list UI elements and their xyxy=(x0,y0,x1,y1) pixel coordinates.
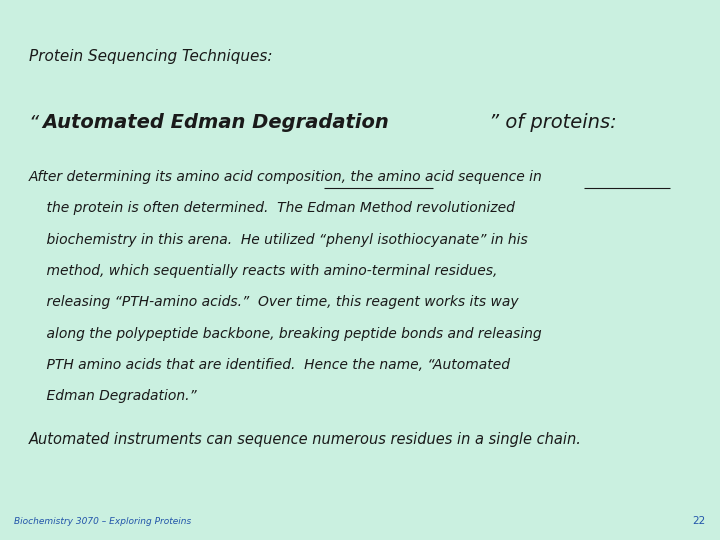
Text: 22: 22 xyxy=(693,516,706,526)
Text: Automated Edman Degradation: Automated Edman Degradation xyxy=(42,113,389,132)
Text: the protein is often determined.  The Edman Method revolutionized: the protein is often determined. The Edm… xyxy=(29,201,515,215)
Text: Edman Degradation.”: Edman Degradation.” xyxy=(29,389,197,403)
Text: Protein Sequencing Techniques:: Protein Sequencing Techniques: xyxy=(29,49,272,64)
Text: “: “ xyxy=(29,113,39,132)
Text: along the polypeptide backbone, breaking peptide bonds and releasing: along the polypeptide backbone, breaking… xyxy=(29,327,541,341)
Text: Biochemistry 3070 – Exploring Proteins: Biochemistry 3070 – Exploring Proteins xyxy=(14,517,192,526)
Text: ” of proteins:: ” of proteins: xyxy=(490,113,617,132)
Text: After determining its amino acid composition, the amino acid sequence in: After determining its amino acid composi… xyxy=(29,170,543,184)
Text: PTH amino acids that are identified.  Hence the name, “Automated: PTH amino acids that are identified. Hen… xyxy=(29,358,510,372)
Text: method, which sequentially reacts with amino-terminal residues,: method, which sequentially reacts with a… xyxy=(29,264,498,278)
Text: biochemistry in this arena.  He utilized “phenyl isothiocyanate” in his: biochemistry in this arena. He utilized … xyxy=(29,233,528,247)
Text: releasing “PTH-amino acids.”  Over time, this reagent works its way: releasing “PTH-amino acids.” Over time, … xyxy=(29,295,518,309)
Text: Automated instruments can sequence numerous residues in a single chain.: Automated instruments can sequence numer… xyxy=(29,432,582,447)
